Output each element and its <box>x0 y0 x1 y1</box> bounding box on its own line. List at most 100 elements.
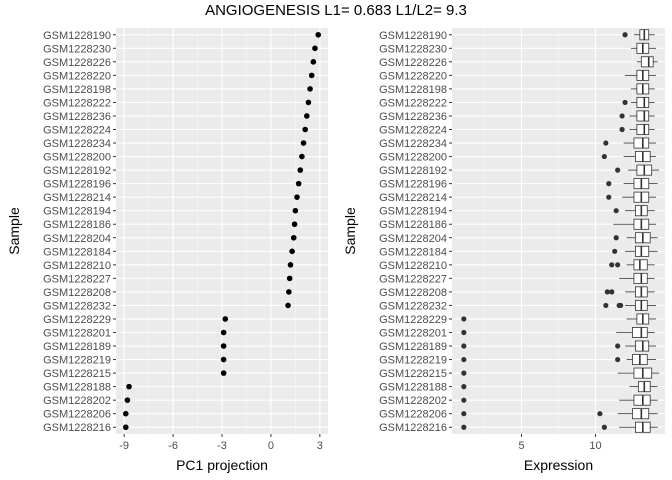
y-tick-label: GSM1228192 <box>379 165 447 177</box>
outlier-point <box>615 262 621 268</box>
outlier-point <box>609 289 615 295</box>
y-tick-label: GSM1228232 <box>379 300 447 312</box>
y-tick-label: GSM1228189 <box>379 341 447 353</box>
boxplot-GSM1228226 <box>636 56 658 68</box>
y-tick-label: GSM1228202 <box>379 395 447 407</box>
boxplot-GSM1228198 <box>630 83 655 95</box>
y-tick-label: GSM1228215 <box>43 368 111 380</box>
y-tick-label: GSM1228200 <box>43 152 111 164</box>
outlier-point <box>461 356 467 363</box>
outlier-point <box>619 113 625 119</box>
boxplot-GSM1228215 <box>461 367 660 379</box>
boxplot-GSM1228190 <box>622 29 655 41</box>
y-tick-label: GSM1228219 <box>43 355 111 367</box>
y-tick-label: GSM1228208 <box>43 287 111 299</box>
y-tick-label: GSM1228200 <box>379 152 447 164</box>
boxplot-GSM1228194 <box>613 205 655 217</box>
boxplot-GSM1228192 <box>615 164 660 176</box>
boxplot-GSM1228206 <box>461 408 658 420</box>
outlier-point <box>601 153 607 160</box>
outlier-point <box>601 424 607 430</box>
boxplot-GSM1228189 <box>461 340 657 352</box>
data-point <box>122 424 129 431</box>
x-tick-label: 10 <box>589 440 601 452</box>
x-tick-label: 0 <box>268 440 274 452</box>
outlier-point <box>604 289 610 295</box>
y-tick-label: GSM1228226 <box>379 57 447 69</box>
boxplot-GSM1228232 <box>603 299 657 311</box>
data-point <box>315 31 322 38</box>
y-tick-label: GSM1228188 <box>43 382 111 394</box>
y-tick-label: GSM1228206 <box>43 409 111 421</box>
x-axis-label: Expression <box>524 457 593 473</box>
boxplot-GSM1228208 <box>604 286 655 298</box>
outlier-point <box>606 194 612 200</box>
boxplot-GSM1228201 <box>461 327 655 338</box>
boxplot-GSM1228202 <box>461 394 658 406</box>
boxplot-GSM1228186 <box>613 218 657 230</box>
y-tick-label: GSM1228210 <box>379 260 447 272</box>
boxplot-GSM1228220 <box>625 69 657 81</box>
y-tick-label: GSM1228229 <box>43 314 111 326</box>
boxplot-GSM1228196 <box>606 178 658 190</box>
outlier-point <box>613 208 619 214</box>
data-point <box>124 397 131 403</box>
chart-title: ANGIOGENESIS L1= 0.683 L1/L2= 9.3 <box>205 2 467 19</box>
outlier-point <box>612 248 618 254</box>
y-tick-label: GSM1228215 <box>379 368 447 380</box>
boxplot-GSM1228216 <box>461 421 658 433</box>
data-point <box>307 86 313 92</box>
y-tick-label: GSM1228227 <box>43 273 111 285</box>
y-tick-label: GSM1228216 <box>379 422 447 434</box>
y-tick-label: GSM1228186 <box>379 219 447 231</box>
boxplot-GSM1228230 <box>630 42 657 54</box>
data-point <box>222 316 229 322</box>
y-tick-label: GSM1228224 <box>379 125 447 137</box>
outlier-point <box>603 140 609 146</box>
boxplot-GSM1228229 <box>461 313 657 325</box>
y-tick-label: GSM1228184 <box>43 246 111 258</box>
box <box>640 56 654 68</box>
y-tick-label: GSM1228229 <box>379 314 447 326</box>
y-tick-label: GSM1228220 <box>379 70 447 82</box>
y-tick-label: GSM1228219 <box>379 355 447 367</box>
boxplot-GSM1228227 <box>619 272 655 284</box>
y-tick-label: GSM1228224 <box>43 125 111 137</box>
y-tick-label: GSM1228206 <box>379 409 447 421</box>
data-point <box>292 207 299 214</box>
y-tick-label: GSM1228230 <box>43 43 111 55</box>
data-point <box>300 140 307 146</box>
y-axis-label: Sample <box>342 207 358 255</box>
box <box>633 137 650 149</box>
outlier-point <box>461 370 467 376</box>
y-tick-label: GSM1228236 <box>43 111 111 123</box>
y-tick-label: GSM1228201 <box>43 328 111 340</box>
data-point <box>220 329 227 336</box>
data-point <box>220 343 227 349</box>
y-tick-label: GSM1228192 <box>43 165 111 177</box>
data-point <box>297 167 304 173</box>
y-tick-label: GSM1228204 <box>43 233 111 245</box>
data-point <box>289 248 295 255</box>
y-tick-label: GSM1228194 <box>379 206 447 218</box>
y-tick-label: GSM1228214 <box>43 192 111 204</box>
box <box>636 110 650 122</box>
boxplot-GSM1228188 <box>461 381 658 393</box>
boxplot-GSM1228204 <box>613 232 658 244</box>
outlier-point <box>461 424 467 430</box>
data-point <box>310 59 317 65</box>
outlier-point <box>461 397 467 403</box>
x-tick-label: -9 <box>119 440 129 452</box>
y-tick-label: GSM1228232 <box>43 300 111 312</box>
outlier-point <box>461 316 467 322</box>
y-tick-label: GSM1228226 <box>43 57 111 69</box>
box <box>636 124 650 135</box>
outlier-point <box>461 384 467 390</box>
x-axis-label: PC1 projection <box>176 457 268 473</box>
data-point <box>305 99 312 106</box>
y-tick-label: GSM1228190 <box>379 30 447 42</box>
outlier-point <box>615 343 621 349</box>
outlier-point <box>619 126 625 133</box>
y-tick-label: GSM1228204 <box>379 233 447 245</box>
